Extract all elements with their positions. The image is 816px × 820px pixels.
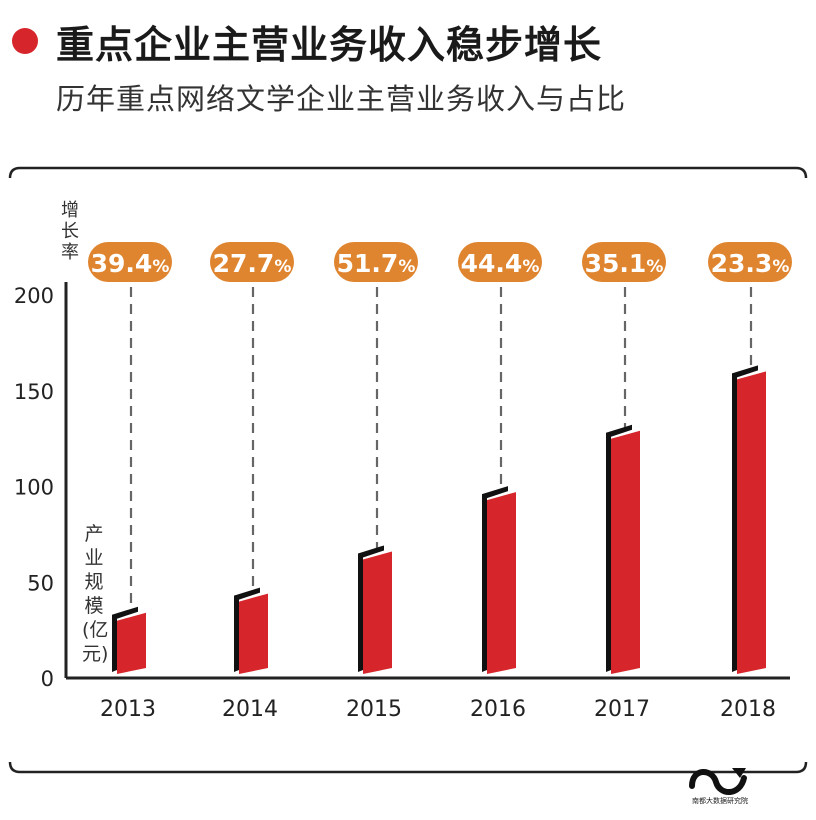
page-subtitle: 历年重点网络文学企业主营业务收入与占比	[56, 82, 627, 116]
y-tick-label: 100	[14, 476, 54, 500]
bar	[363, 551, 392, 674]
bar-shadow	[482, 486, 508, 672]
growth-rate-label: 39.4%	[91, 249, 170, 278]
growth-rate-badge	[334, 242, 418, 282]
bar	[239, 593, 268, 674]
y-tick-label: 200	[14, 284, 54, 308]
growth-rate-label: 23.3%	[711, 249, 790, 278]
x-tick-label: 2017	[594, 697, 650, 722]
bar-shadow	[732, 365, 758, 672]
growth-rate-badge	[582, 242, 666, 282]
x-tick-label: 2015	[346, 697, 402, 722]
y-tick-label: 50	[27, 571, 54, 595]
bar	[117, 612, 146, 674]
growth-rate-label: 35.1%	[585, 249, 664, 278]
growth-rate-label: 27.7%	[213, 249, 292, 278]
growth-rate-label: 51.7%	[337, 249, 416, 278]
bar-shadow	[606, 424, 632, 672]
rate-axis-label: 增长率	[61, 200, 79, 263]
page-title: 重点企业主营业务收入稳步增长	[56, 23, 603, 67]
x-tick-label: 2016	[470, 697, 526, 722]
bar-shadow	[358, 545, 384, 672]
bar-shadow	[234, 587, 260, 672]
title-bullet-icon	[12, 28, 38, 54]
growth-rate-badge	[708, 242, 792, 282]
growth-rate-label: 44.4%	[461, 249, 540, 278]
growth-rate-badge	[458, 242, 542, 282]
bar	[611, 430, 640, 674]
logo-text: 南都大数据研究院	[692, 797, 748, 805]
growth-rate-badge	[88, 242, 172, 282]
y-tick-label: 0	[41, 667, 54, 691]
x-tick-label: 2014	[222, 697, 278, 722]
bar-shadow	[112, 606, 138, 672]
y-tick-label: 150	[14, 380, 54, 404]
bar	[487, 492, 516, 674]
x-tick-label: 2013	[100, 697, 156, 722]
scale-axis-label: 产业规模(亿元)	[82, 523, 109, 665]
logo-icon	[689, 768, 747, 795]
bar	[737, 371, 766, 674]
x-tick-label: 2018	[720, 697, 776, 722]
growth-rate-badge	[210, 242, 294, 282]
